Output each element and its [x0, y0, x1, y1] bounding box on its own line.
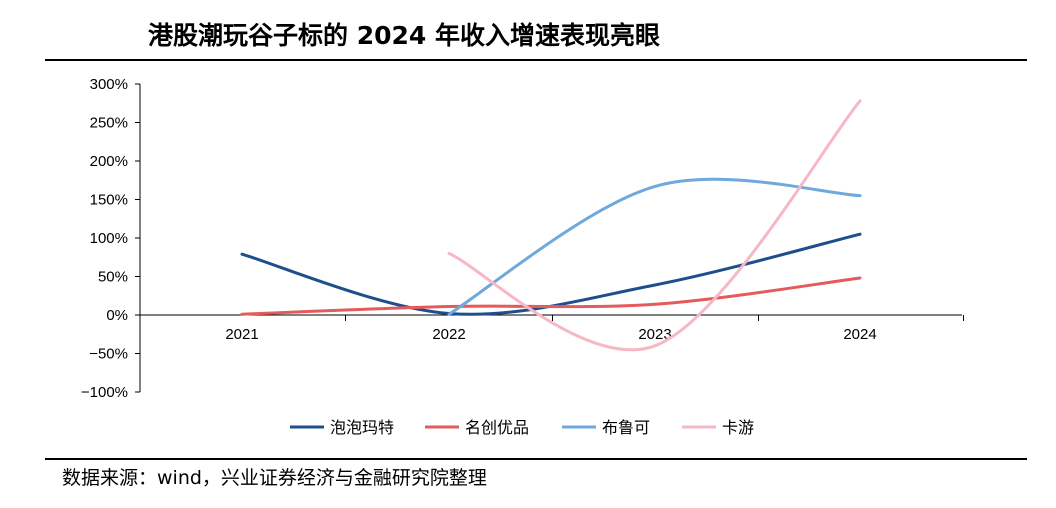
y-tick-label: 100% [90, 230, 128, 247]
title-divider [45, 59, 1027, 61]
line-chart: 300% 250% 200% 150% 100% 50% 0% −50% −100% 2021 20… [81, 76, 964, 437]
legend-label: 名创优品 [465, 418, 529, 437]
x-tick-label: 2024 [843, 326, 876, 343]
source-divider [45, 458, 1027, 460]
legend-label: 泡泡玛特 [330, 418, 394, 437]
y-tick-label: 300% [90, 76, 128, 93]
x-tick-label: 2021 [225, 326, 258, 343]
series-line-1 [240, 232, 862, 316]
legend-label: 布鲁可 [602, 418, 650, 437]
chart-title: 港股潮玩谷子标的 2024 年收入增速表现亮眼 [148, 21, 660, 50]
y-tick-label: 150% [90, 192, 128, 209]
legend-label: 卡游 [722, 418, 754, 437]
y-tick-label: 50% [98, 269, 128, 286]
y-tick-label: −50% [89, 346, 128, 363]
y-tick-label: −100% [81, 384, 128, 401]
source-note: 数据来源：wind，兴业证券经济与金融研究院整理 [62, 467, 487, 489]
y-tick-label: 250% [90, 115, 128, 132]
series-line-2 [240, 276, 862, 316]
y-tick-label: 200% [90, 153, 128, 170]
y-tick-label: 0% [106, 307, 128, 324]
x-tick-label: 2023 [638, 326, 671, 343]
series-line-4 [447, 99, 862, 352]
x-tick-label: 2022 [432, 326, 465, 343]
series-line-3 [447, 177, 862, 316]
